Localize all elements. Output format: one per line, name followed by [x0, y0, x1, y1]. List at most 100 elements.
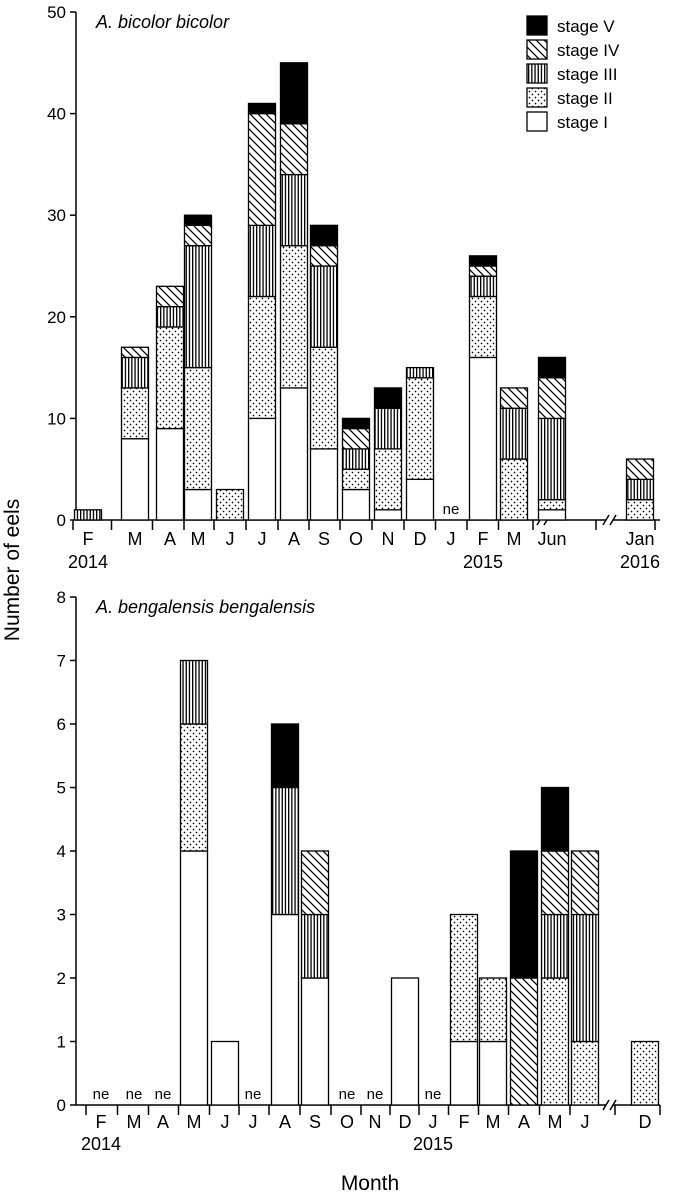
top-bar-6-stage-I [247, 417, 277, 521]
top-year-label: 2015 [463, 552, 503, 572]
bottom-y-tick-label: 1 [57, 1033, 66, 1052]
top-x-tick-label: F [83, 529, 94, 549]
bottom-x-tick-label: S [309, 1112, 321, 1132]
legend-label-stage-I: stage I [557, 113, 608, 132]
top-bar-11-stage-III [405, 366, 435, 379]
top-bar-4-stage-III [183, 245, 213, 369]
top-bar-13-stage-II [468, 295, 498, 359]
bottom-bar-17-stage-II [570, 1040, 600, 1106]
top-bar-8-stage-I [309, 448, 339, 521]
bottom-y-tick-label: 0 [57, 1096, 66, 1115]
bottom-y-tick-label: 3 [57, 906, 66, 925]
top-x-tick-label: M [507, 529, 522, 549]
top-x-tick-label: J [226, 529, 235, 549]
legend-swatch-stage-V [526, 15, 548, 36]
bottom-year-label: 2014 [81, 1134, 121, 1154]
legend-label-stage-IV: stage IV [557, 41, 620, 60]
chart-top-title: A. bicolor bicolor [95, 12, 230, 32]
bottom-x-tick-label: M [187, 1112, 202, 1132]
top-bar-3-stage-IV [155, 285, 185, 308]
top-y-tick-label: 40 [47, 105, 66, 124]
top-x-tick-label: J [447, 529, 456, 549]
top-bar-3-stage-II [155, 326, 185, 430]
top-axis-break-mark [602, 514, 610, 526]
top-x-tick-label: A [164, 529, 176, 549]
top-bar-4-stage-I [183, 488, 213, 521]
top-bar-5-stage-II [215, 488, 245, 521]
bottom-bar-17-stage-III [570, 913, 600, 1043]
legend-swatch-stage-III [526, 63, 548, 84]
legend-label-stage-II: stage II [557, 89, 613, 108]
top-bar-15-stage-IV [537, 377, 567, 420]
top-bar-15-stage-I [537, 509, 567, 521]
bottom-bar-8-stage-IV [300, 850, 330, 916]
bottom-x-tick-label: F [96, 1112, 107, 1132]
bottom-year-label: 2015 [413, 1134, 453, 1154]
bottom-x-tick-label: A [279, 1112, 291, 1132]
top-bar-2-stage-III [120, 356, 150, 389]
bottom-axis-break-mark [609, 1099, 617, 1111]
top-bar-1-stage-III [73, 509, 103, 521]
top-year-label: 2016 [620, 552, 660, 572]
bottom-x-tick-label: F [459, 1112, 470, 1132]
top-bar-14-stage-II [499, 458, 529, 521]
top-y-tick-label: 30 [47, 206, 66, 225]
legend-swatch-stage-I [526, 111, 548, 132]
top-bar-13-stage-III [468, 275, 498, 298]
bottom-bar-16-stage-III [540, 913, 570, 979]
top-bar-9-stage-I [341, 488, 371, 521]
top-bar-10-stage-III [373, 407, 403, 450]
top-bar-3-stage-I [155, 427, 185, 521]
bottom-bar-14-stage-I [478, 1040, 508, 1106]
bottom-x-tick-label: D [639, 1112, 652, 1132]
top-bar-3-stage-III [155, 305, 185, 328]
legend-label-stage-V: stage V [557, 17, 615, 36]
bottom-ne-label: ne [93, 1086, 110, 1103]
top-bar-7-stage-II [279, 245, 309, 389]
top-bar-10-stage-II [373, 448, 403, 511]
bottom-bar-7-stage-V [270, 723, 300, 789]
top-ne-label: ne [443, 501, 460, 518]
top-x-tick-label: J [258, 529, 267, 549]
top-bar-2-stage-IV [120, 346, 150, 359]
top-bar-11-stage-I [405, 478, 435, 521]
bottom-x-tick-label: M [548, 1112, 563, 1132]
top-x-tick-label: O [349, 529, 363, 549]
top-x-tick-label: Jan [625, 529, 654, 549]
top-y-tick-label: 20 [47, 308, 66, 327]
bottom-y-tick-label: 2 [57, 969, 66, 988]
bottom-x-tick-label: M [486, 1112, 501, 1132]
legend: stage V stage IV stage III stage II stage I [526, 15, 620, 132]
top-bar-7-stage-IV [279, 123, 309, 176]
bottom-bar-4-stage-II [179, 723, 209, 852]
bottom-x-tick-label: M [127, 1112, 142, 1132]
chart-bottom-title: A. bengalensis bengalensis [95, 597, 315, 617]
top-bar-7-stage-III [279, 173, 309, 247]
top-x-tick-label: M [191, 529, 206, 549]
bottom-ne-label: ne [126, 1086, 143, 1103]
top-bar-15-stage-V [537, 356, 567, 379]
legend-swatch-stage-IV [526, 39, 548, 60]
bottom-bar-17-stage-IV [570, 850, 600, 916]
bottom-bar-8-stage-I [300, 977, 330, 1106]
bottom-bar-13-stage-II [449, 913, 479, 1043]
legend-label-stage-III: stage III [557, 65, 617, 84]
top-x-tick-label: N [382, 529, 395, 549]
bottom-y-tick-label: 4 [57, 842, 66, 861]
top-y-tick-label: 50 [47, 3, 66, 22]
bottom-x-tick-label: J [429, 1112, 438, 1132]
bottom-x-tick-label: J [249, 1112, 258, 1132]
top-bar-9-stage-V [341, 417, 371, 430]
top-bar-16-stage-II [625, 499, 655, 521]
bottom-bar-7-stage-III [270, 786, 300, 916]
top-bar-13-stage-IV [468, 265, 498, 277]
y-axis-label: Number of eels [1, 499, 24, 641]
top-bar-2-stage-I [120, 438, 150, 521]
top-x-tick-label: D [414, 529, 427, 549]
bottom-bar-15-stage-IV [509, 977, 539, 1106]
top-bar-8-stage-V [309, 224, 339, 247]
bottom-y-tick-label: 7 [57, 652, 66, 671]
